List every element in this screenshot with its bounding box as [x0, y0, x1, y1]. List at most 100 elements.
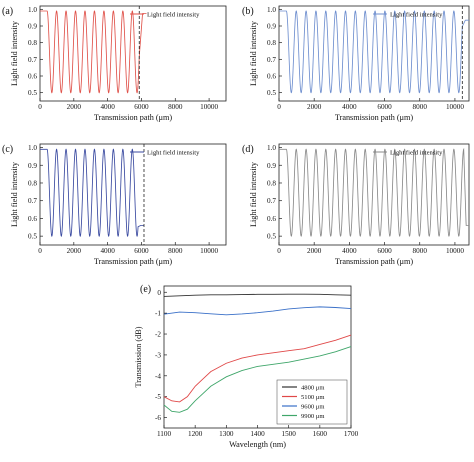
y-tick-label: 0.8	[28, 39, 37, 47]
x-tick-label: 10000	[200, 103, 218, 111]
y-tick-label: 0.7	[28, 197, 37, 205]
x-tick-label: 10000	[446, 103, 464, 111]
series-line	[163, 306, 352, 316]
y-tick-label: 0.5	[267, 233, 276, 241]
y-tick-label: -3	[155, 351, 161, 359]
x-tick-label: 1200	[188, 430, 203, 438]
x-tick-label: 10000	[200, 247, 218, 255]
series-line	[163, 293, 352, 297]
x-axis-label: Transmission path (μm)	[94, 257, 173, 266]
x-tick-label: 0	[38, 103, 42, 111]
x-tick-label: 8000	[413, 247, 428, 255]
x-tick-label: 1600	[313, 430, 328, 438]
y-tick-label: 0.6	[28, 215, 37, 223]
x-tick-label: 8000	[168, 103, 183, 111]
x-axis-label: Transmission path (μm)	[335, 257, 414, 266]
panel-label: (a)	[2, 6, 13, 17]
y-tick-label: -2	[155, 331, 161, 339]
x-tick-label: 2000	[67, 103, 82, 111]
y-tick-label: 1.0	[28, 144, 37, 152]
x-tick-label: 1700	[344, 430, 359, 438]
y-tick-label: 0.9	[267, 162, 276, 170]
x-tick-label: 1400	[250, 430, 265, 438]
panel-label: (e)	[140, 284, 151, 295]
y-tick-label: 0.9	[28, 162, 37, 170]
y-tick-label: 0.8	[28, 179, 37, 187]
x-tick-label: 0	[277, 103, 281, 111]
y-axis-label: Light field intensity	[10, 161, 19, 227]
y-axis-label: Transmission (dB)	[134, 326, 143, 387]
plot-frame	[278, 143, 470, 246]
y-tick-label: 0.6	[28, 73, 37, 81]
panel-a: 0 2000 4000 6000 8000 10000 0.5 0.6 0.7 0.8 0.9 1.0…	[2, 5, 227, 122]
y-tick-label: -6	[155, 414, 161, 422]
series-line	[163, 334, 352, 403]
x-tick-label: 6000	[134, 103, 149, 111]
x-axis-label: Transmission path (μm)	[94, 113, 173, 122]
y-tick-label: 0.7	[267, 197, 276, 205]
y-axis-label: Light field intensity	[10, 20, 19, 86]
intensity-line	[279, 10, 469, 94]
panel-d: 0 2000 4000 6000 8000 10000 0.5 0.6 0.7 0.8 0.9 1.0…	[242, 143, 470, 266]
y-tick-label: 1.0	[28, 6, 37, 14]
legend-entry: Light field intensity	[147, 11, 200, 18]
panel-label: (c)	[2, 144, 13, 155]
x-tick-label: 8000	[413, 103, 428, 111]
panel-b: 0 2000 4000 6000 8000 10000 0.5 0.6 0.7 0.8 0.9 1.0…	[242, 5, 470, 122]
plot-frame	[278, 5, 470, 102]
legend-entry: 9600 μm	[301, 403, 325, 410]
y-tick-label: 0.8	[267, 39, 276, 47]
plot-frame	[39, 5, 227, 102]
x-tick-label: 4000	[342, 103, 357, 111]
x-tick-label: 6000	[377, 103, 392, 111]
legend-entry: Light field intensity	[147, 149, 200, 156]
x-tick-label: 0	[38, 247, 42, 255]
y-axis-label: Light field intensity	[249, 161, 258, 227]
panel-e: 1100 1200 1300 1400 1500 1600 1700 0 -1 -2 -3 -4 -5 -…	[134, 284, 359, 449]
x-tick-label: 2000	[307, 247, 322, 255]
x-tick-label: 1500	[281, 430, 296, 438]
y-tick-label: 0.8	[267, 179, 276, 187]
legend-entry: 4800 μm	[301, 384, 325, 391]
x-axis-label: Transmission path (μm)	[335, 113, 414, 122]
legend-entry: 9900 μm	[301, 413, 325, 420]
x-tick-label: 2000	[307, 103, 322, 111]
y-tick-label: -4	[155, 372, 161, 380]
y-tick-label: 1.0	[267, 144, 276, 152]
legend-entry: Light field intensity	[390, 149, 443, 156]
y-tick-label: 0	[157, 289, 161, 297]
x-tick-label: 6000	[134, 247, 149, 255]
plot-frame	[39, 143, 227, 246]
x-axis-label: Wavelength (nm)	[229, 440, 286, 449]
y-tick-label: 0.6	[267, 73, 276, 81]
x-tick-label: 1300	[219, 430, 234, 438]
x-tick-label: 4000	[100, 247, 115, 255]
x-tick-label: 2000	[67, 247, 82, 255]
y-axis-label: Light field intensity	[249, 20, 258, 86]
x-tick-label: 0	[277, 247, 281, 255]
x-tick-label: 6000	[377, 247, 392, 255]
x-tick-label: 10000	[446, 247, 464, 255]
x-tick-label: 1100	[157, 430, 172, 438]
intensity-line	[279, 147, 469, 237]
series-line	[163, 346, 352, 413]
x-tick-label: 8000	[168, 247, 183, 255]
y-tick-label: 0.7	[28, 56, 37, 64]
panel-label: (d)	[242, 144, 254, 155]
y-tick-label: 0.5	[28, 233, 37, 241]
y-tick-label: 0.5	[267, 89, 276, 97]
y-tick-label: -1	[155, 310, 161, 318]
intensity-line	[40, 148, 144, 237]
legend-entry: Light field intensity	[390, 11, 443, 18]
y-tick-label: 0.9	[267, 23, 276, 31]
y-tick-label: 0.5	[28, 89, 37, 97]
y-tick-label: -5	[155, 393, 161, 401]
legend-entry: 5100 μm	[301, 394, 325, 401]
x-tick-label: 4000	[100, 103, 115, 111]
intensity-line	[40, 10, 147, 94]
y-tick-label: 0.6	[267, 215, 276, 223]
panel-label: (b)	[242, 6, 254, 17]
y-tick-label: 0.7	[267, 56, 276, 64]
y-tick-label: 1.0	[267, 6, 276, 14]
